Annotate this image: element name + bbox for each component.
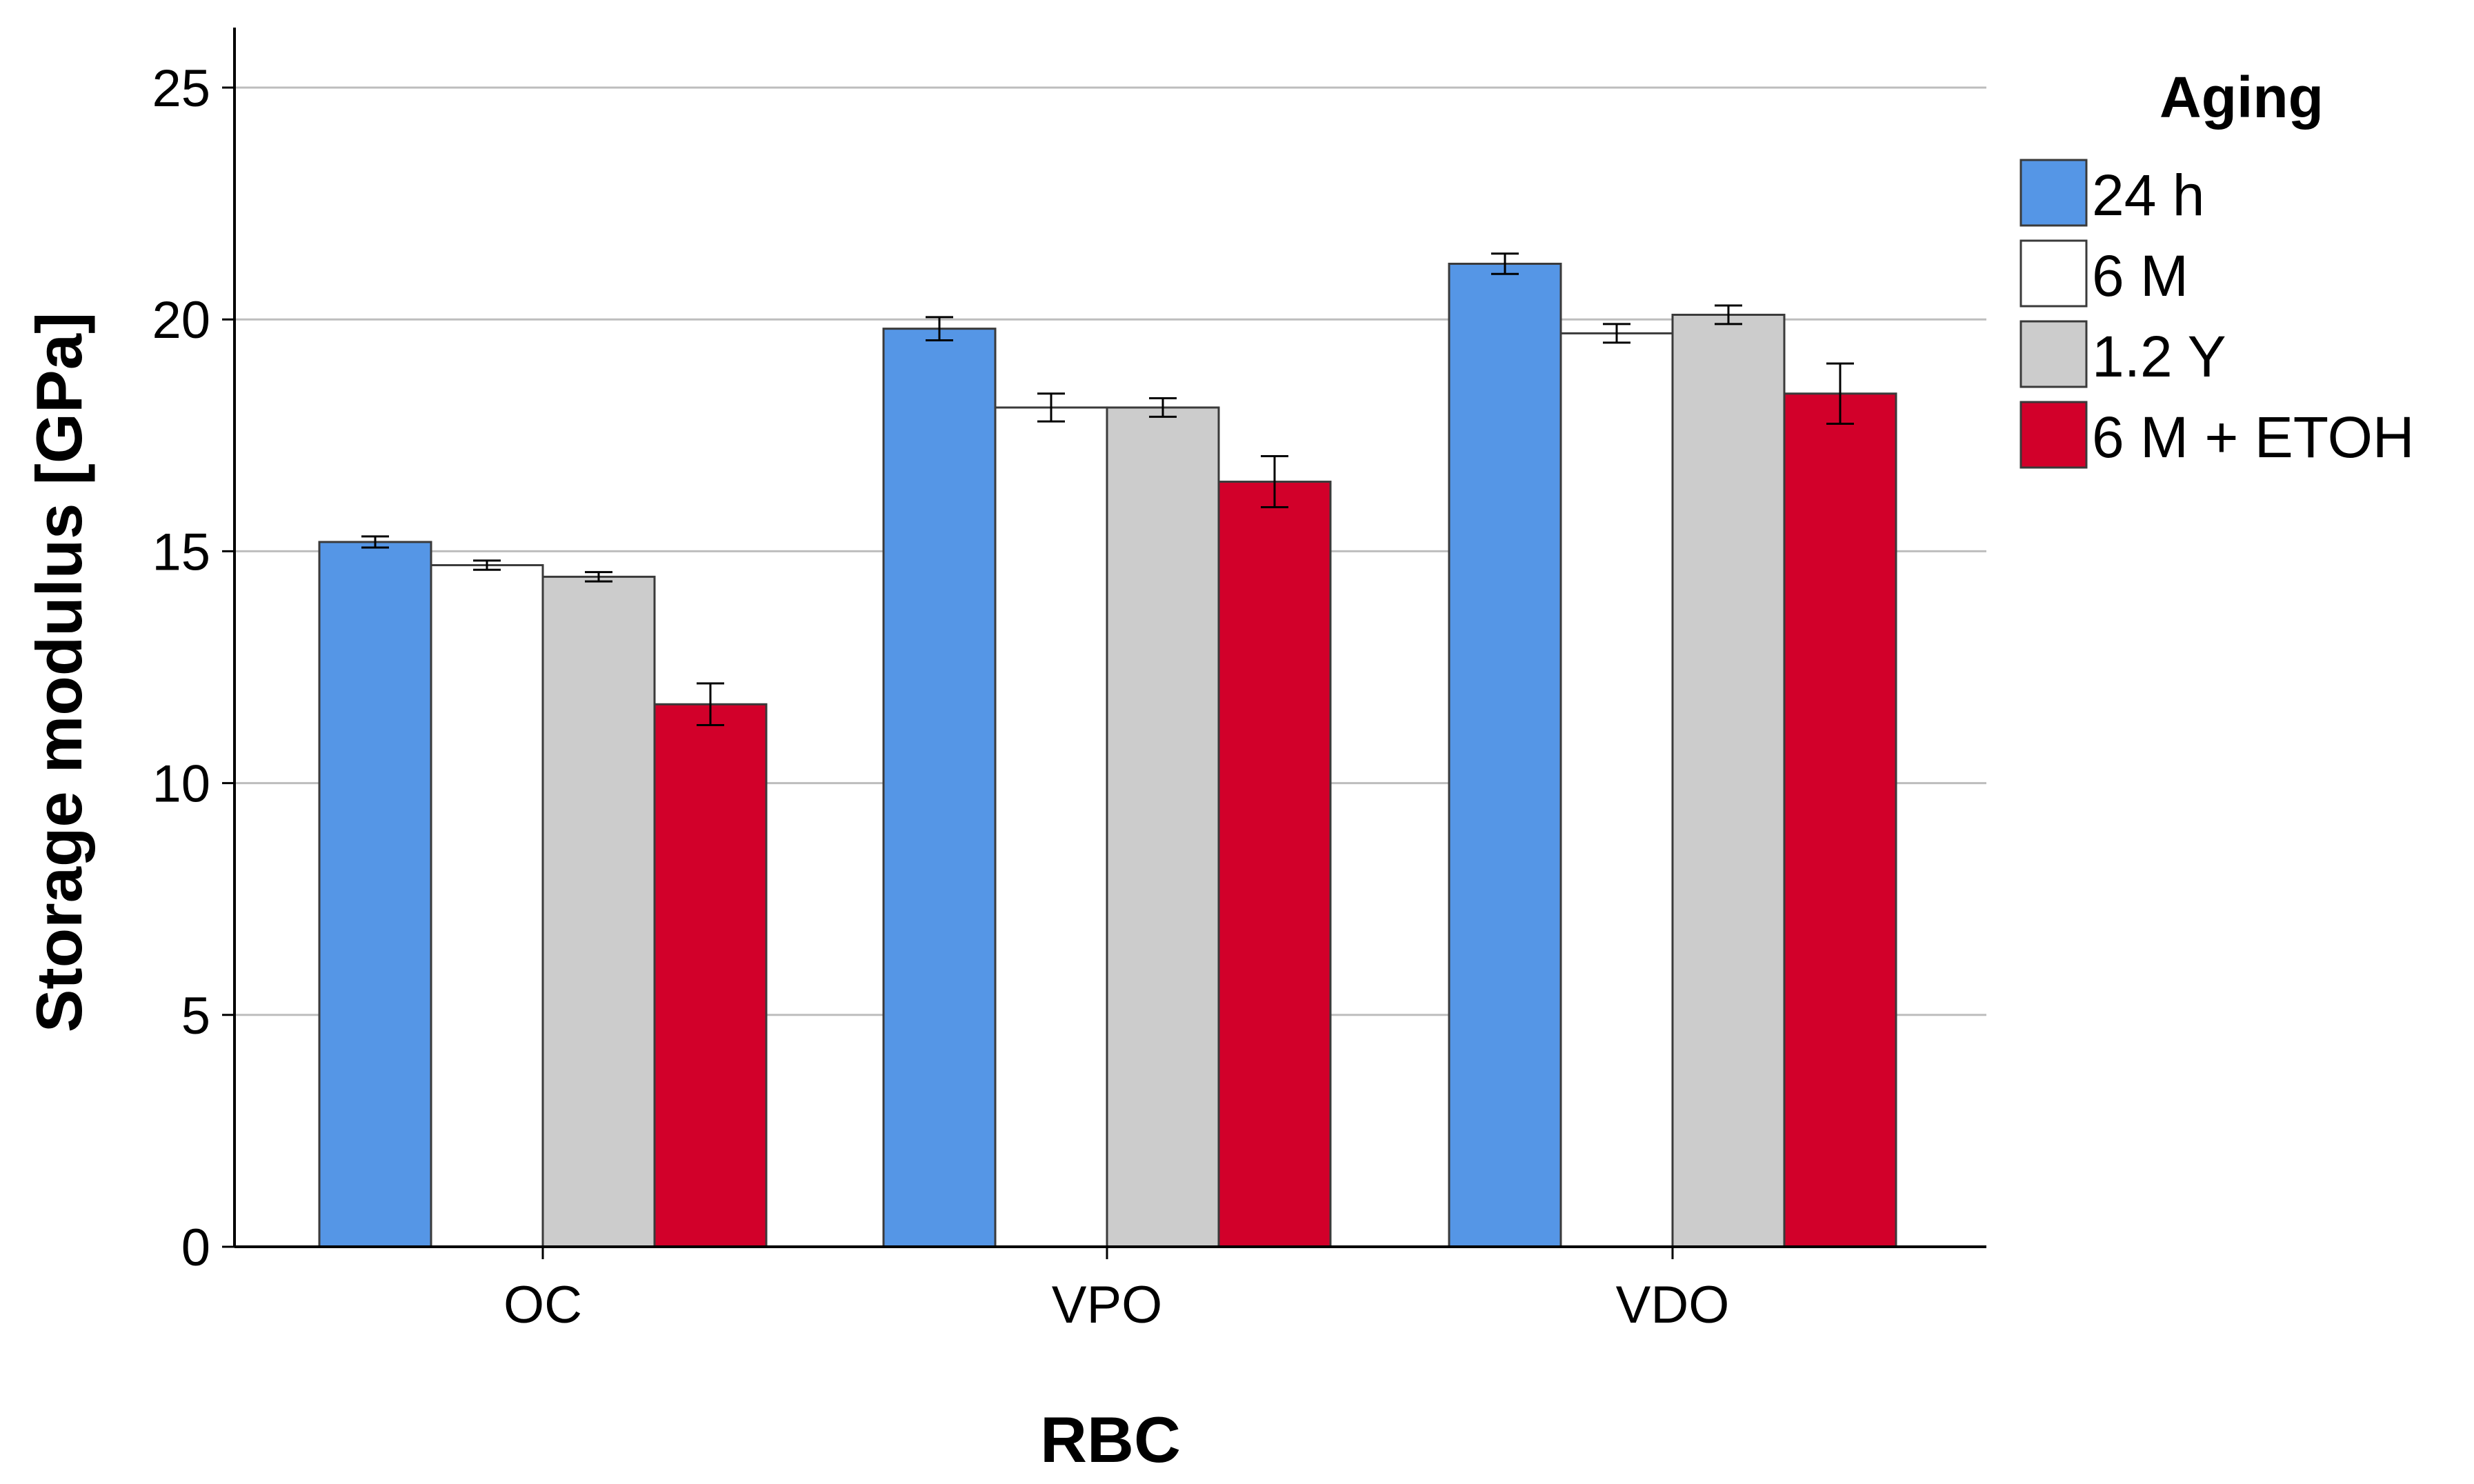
y-tick-label: 15	[152, 523, 210, 581]
legend-title: Aging	[2159, 65, 2324, 130]
x-tick-label-oc: OC	[503, 1276, 582, 1334]
y-tick-label: 5	[181, 987, 210, 1045]
legend-label: 24 h	[2092, 163, 2205, 228]
legend: Aging 24 h 6 M 1.2 Y 6 M + ETOH	[2019, 65, 2415, 470]
legend-swatch	[2019, 401, 2088, 469]
bar-vpo-3	[1217, 481, 1332, 1248]
bar-oc-0	[318, 541, 432, 1248]
bar-vdo-1	[1559, 332, 1674, 1248]
x-axis-title: RBC	[1040, 1403, 1181, 1476]
bars	[318, 263, 1897, 1248]
legend-swatch	[2019, 159, 2088, 227]
bar-vdo-2	[1671, 313, 1786, 1248]
bar-oc-2	[541, 575, 656, 1248]
y-tick-label: 20	[152, 291, 210, 350]
legend-swatch	[2019, 320, 2088, 388]
error-bars	[361, 252, 1854, 727]
y-axis-title: Storage modulus [GPa]	[23, 312, 95, 1033]
tick-labels: 0 5 10 15 20 25 OC VPO VDO	[152, 59, 1729, 1334]
bar-vpo-1	[994, 406, 1108, 1248]
legend-swatch	[2019, 239, 2088, 308]
legend-label: 6 M + ETOH	[2092, 405, 2415, 470]
bar-oc-3	[653, 703, 768, 1248]
y-tick-label: 25	[152, 59, 210, 118]
bar-oc-1	[430, 564, 544, 1248]
x-tick-label-vpo: VPO	[1052, 1276, 1163, 1334]
legend-label: 6 M	[2092, 243, 2188, 308]
legend-label: 1.2 Y	[2092, 324, 2226, 389]
axes	[233, 28, 1986, 1248]
bar-vpo-2	[1106, 406, 1220, 1248]
x-tick-label-vdo: VDO	[1616, 1276, 1730, 1334]
bar-vdo-0	[1448, 263, 1562, 1248]
y-tick-label: 0	[181, 1219, 210, 1277]
bar-vdo-3	[1783, 392, 1897, 1248]
bar-vpo-0	[882, 328, 997, 1248]
y-tick-label: 10	[152, 755, 210, 814]
